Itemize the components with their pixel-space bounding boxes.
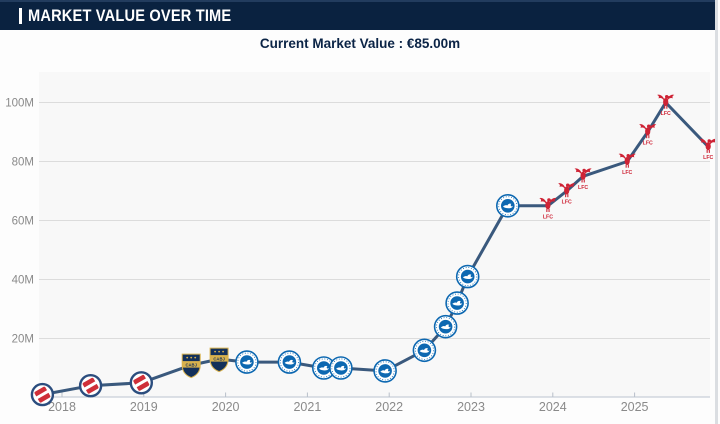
argentinos-badge-marker[interactable] — [78, 374, 103, 398]
current-market-value: Current Market Value : €85.00m — [0, 36, 720, 51]
x-axis-label: 2018 — [48, 400, 76, 414]
brighton-badge-marker[interactable] — [433, 314, 458, 339]
liver-bird-icon — [639, 124, 657, 139]
argentinos-badge-marker[interactable] — [30, 382, 55, 407]
badge-lettering-ring — [458, 267, 478, 287]
brighton-badge-marker[interactable] — [373, 359, 397, 383]
badge-lettering-ring — [331, 358, 351, 378]
boca-badge-marker[interactable]: CABJ — [181, 353, 201, 379]
shield-star — [190, 356, 193, 359]
liverpool-badge-marker[interactable]: LFC — [657, 94, 675, 117]
liver-bird-icon — [558, 183, 576, 198]
seagull-icon — [419, 348, 430, 353]
badge-lettering-ring — [498, 196, 518, 216]
badge-lettering-ring — [436, 317, 456, 337]
section-title: MARKET VALUE OVER TIME — [28, 6, 232, 25]
seagull-icon — [284, 359, 295, 365]
x-axis-label: 2024 — [539, 400, 567, 414]
red-diagonal-icon — [34, 386, 51, 403]
seagull-icon — [503, 203, 513, 209]
badge-text: CABJ — [213, 356, 225, 361]
liver-bird-icon — [618, 153, 636, 168]
market-value-line — [40, 101, 710, 397]
argentinos-badge-marker[interactable] — [129, 371, 154, 395]
plot-area — [39, 72, 710, 397]
shield-star — [194, 356, 197, 359]
x-axis-label: 2025 — [621, 400, 649, 414]
badge-text: LFC — [578, 185, 588, 191]
badge-text: CABJ — [185, 362, 197, 367]
red-diagonal-icon — [133, 374, 150, 391]
header-accent-bar — [19, 8, 22, 24]
brighton-badge-marker[interactable] — [455, 264, 480, 289]
seagull-icon — [380, 368, 391, 374]
liverpool-badge-marker[interactable]: LFC — [574, 168, 592, 191]
badge-lettering-ring — [414, 340, 434, 360]
brighton-badge-marker[interactable] — [412, 338, 437, 363]
seagull-icon — [319, 365, 329, 371]
badge-lettering-ring — [279, 352, 299, 372]
current-market-value-text: Current Market Value : €85.00m — [259, 36, 461, 51]
liverpool-badge-marker[interactable]: LFC — [618, 153, 636, 176]
liver-bird-icon — [657, 94, 675, 109]
shield-band — [210, 355, 229, 362]
red-diagonal-icon — [82, 377, 99, 394]
brighton-badge-marker[interactable] — [495, 194, 520, 218]
seagull-icon — [242, 359, 252, 365]
y-axis-label: 40M — [12, 275, 34, 287]
seagull-icon — [462, 274, 473, 280]
badge-text: LFC — [703, 155, 713, 161]
seagull-icon — [336, 365, 346, 371]
y-axis-label: 60M — [12, 216, 34, 228]
badge-text: LFC — [562, 200, 572, 206]
y-axis-label: 20M — [12, 334, 34, 346]
x-axis-label: 2021 — [293, 400, 321, 414]
liverpool-badge-marker[interactable]: LFC — [558, 183, 576, 206]
boca-badge-marker[interactable]: CABJ — [209, 347, 229, 373]
shield-star — [214, 350, 216, 353]
liver-bird-icon — [539, 197, 557, 212]
brighton-badge-marker[interactable] — [329, 356, 353, 380]
x-axis-label: 2022 — [375, 400, 403, 414]
shield-star — [222, 350, 224, 353]
x-axis-label: 2023 — [457, 400, 485, 414]
x-axis-label: 2020 — [212, 400, 240, 414]
badge-text: LFC — [543, 214, 553, 220]
badge-lettering-ring — [375, 361, 395, 381]
shield-star — [186, 356, 189, 359]
section-header: MARKET VALUE OVER TIME — [0, 0, 717, 30]
shield-band — [182, 361, 201, 368]
brighton-badge-marker[interactable] — [277, 350, 302, 374]
brighton-badge-marker[interactable] — [445, 291, 469, 315]
badge-text: LFC — [661, 111, 671, 117]
shield-star — [218, 350, 220, 353]
brighton-badge-marker[interactable] — [235, 350, 259, 374]
page-right-border — [715, 0, 718, 424]
badge-lettering-ring — [447, 293, 467, 313]
badge-lettering-ring — [237, 352, 257, 372]
badge-text: LFC — [622, 170, 632, 176]
liver-bird-icon — [574, 168, 592, 183]
seagull-icon — [440, 324, 451, 330]
y-axis-label: 100M — [5, 98, 34, 110]
y-axis-label: 80M — [12, 157, 34, 169]
liverpool-badge-marker[interactable]: LFC — [639, 124, 657, 147]
liverpool-badge-marker[interactable]: LFC — [539, 197, 557, 220]
x-axis-label: 2019 — [130, 400, 158, 414]
seagull-icon — [452, 300, 463, 306]
badge-text: LFC — [643, 141, 653, 147]
